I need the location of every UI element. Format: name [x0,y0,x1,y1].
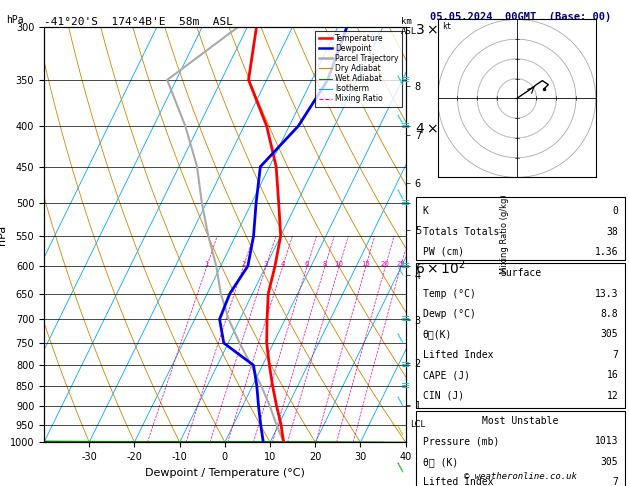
Text: 8.8: 8.8 [601,309,618,319]
Text: ≡: ≡ [401,75,410,85]
Text: ≡: ≡ [401,381,410,391]
Text: /: / [394,188,407,201]
Text: ≡: ≡ [401,198,410,208]
Text: 10: 10 [335,260,343,267]
X-axis label: Dewpoint / Temperature (°C): Dewpoint / Temperature (°C) [145,468,305,478]
Text: kt: kt [442,22,451,31]
Text: 2: 2 [241,260,245,267]
Text: θᴄ (K): θᴄ (K) [423,457,458,467]
Text: 12: 12 [606,391,618,400]
Text: ≡: ≡ [401,261,410,271]
Text: 16: 16 [606,370,618,380]
Text: 305: 305 [601,330,618,339]
Text: 1.36: 1.36 [594,247,618,257]
Text: © weatheronline.co.uk: © weatheronline.co.uk [464,472,577,481]
Text: PW (cm): PW (cm) [423,247,464,257]
Text: Most Unstable: Most Unstable [482,416,559,426]
Text: 6: 6 [304,260,309,267]
Text: K: K [423,206,429,216]
Text: km
ASL: km ASL [401,17,418,36]
Y-axis label: Mixing Ratio (g/kg): Mixing Ratio (g/kg) [500,195,509,274]
Text: Lifted Index: Lifted Index [423,477,493,486]
Text: Totals Totals: Totals Totals [423,226,499,237]
Text: 305: 305 [601,457,618,467]
Text: hPa: hPa [6,15,24,25]
Text: Pressure (mb): Pressure (mb) [423,436,499,446]
Text: Lifted Index: Lifted Index [423,350,493,360]
Text: Surface: Surface [500,268,541,278]
Text: /: / [394,331,407,344]
Text: /: / [394,113,407,125]
Text: Dewp (°C): Dewp (°C) [423,309,476,319]
Bar [416,263,625,408]
Text: /: / [394,424,407,436]
Bar [416,197,625,260]
Text: /: / [394,74,407,87]
Text: ≡: ≡ [401,314,410,324]
Text: 8: 8 [323,260,327,267]
Text: /: / [394,395,407,407]
Bar [416,411,625,486]
Text: LCL: LCL [410,420,425,429]
Text: Temp (°C): Temp (°C) [423,289,476,298]
Y-axis label: hPa: hPa [0,225,7,244]
Text: 1013: 1013 [594,436,618,446]
Text: -41°20'S  174°4B'E  58m  ASL: -41°20'S 174°4B'E 58m ASL [44,17,233,27]
Text: θᴄ(K): θᴄ(K) [423,330,452,339]
Text: /: / [394,263,407,276]
Text: CAPE (J): CAPE (J) [423,370,470,380]
Text: 4: 4 [281,260,285,267]
Text: 38: 38 [606,226,618,237]
Text: 3: 3 [264,260,268,267]
Text: 13.3: 13.3 [594,289,618,298]
Text: 7: 7 [612,477,618,486]
Text: 1: 1 [204,260,209,267]
Text: 20: 20 [381,260,390,267]
Text: ≡: ≡ [401,360,410,370]
Text: 25: 25 [396,260,405,267]
Text: /: / [394,460,407,473]
Text: 0: 0 [612,206,618,216]
Text: 7: 7 [612,350,618,360]
Text: ≡: ≡ [401,121,410,131]
Text: 05.05.2024  00GMT  (Base: 00): 05.05.2024 00GMT (Base: 00) [430,12,611,22]
Text: CIN (J): CIN (J) [423,391,464,400]
Text: 15: 15 [361,260,370,267]
Legend: Temperature, Dewpoint, Parcel Trajectory, Dry Adiabat, Wet Adiabat, Isotherm, Mi: Temperature, Dewpoint, Parcel Trajectory… [316,31,402,106]
